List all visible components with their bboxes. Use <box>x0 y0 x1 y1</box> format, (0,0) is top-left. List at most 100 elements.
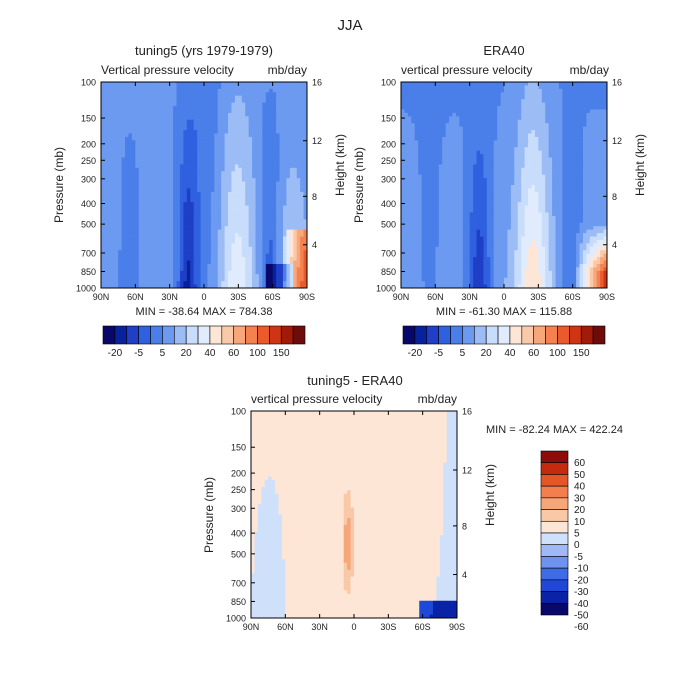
heatmap-cell <box>190 215 195 220</box>
heatmap-cell <box>300 174 305 179</box>
heatmap-cell <box>265 229 270 234</box>
heatmap-cell <box>279 209 284 213</box>
heatmap-cell <box>128 99 133 104</box>
heatmap-cell <box>217 112 222 117</box>
heatmap-cell <box>276 140 281 145</box>
heatmap-cell <box>479 140 484 145</box>
heatmap-cell <box>152 205 157 210</box>
heatmap-cell <box>558 88 563 93</box>
heatmap-cell <box>303 219 308 224</box>
heatmap-cell <box>214 130 219 134</box>
heatmap-cell <box>101 126 105 131</box>
heatmap-cell <box>190 85 195 90</box>
heatmap-cell <box>118 250 123 255</box>
heatmap-cell <box>269 222 274 227</box>
heatmap-cell <box>125 147 129 152</box>
heatmap-cell <box>303 119 308 124</box>
heatmap-cell <box>197 174 202 179</box>
heatmap-cell <box>262 150 267 155</box>
heatmap-cell <box>510 82 515 86</box>
heatmap-cell <box>252 250 256 255</box>
heatmap-cell <box>228 257 232 262</box>
heatmap-cell <box>431 130 436 134</box>
heatmap-cell <box>231 195 236 200</box>
heatmap-cell <box>521 119 526 124</box>
heatmap-cell <box>107 123 112 128</box>
heatmap-cell <box>252 236 256 241</box>
heatmap-cell <box>289 160 294 165</box>
heatmap-cell <box>289 140 294 145</box>
heatmap-cell <box>265 219 270 224</box>
heatmap-cell <box>166 253 171 258</box>
heatmap-cell <box>101 239 105 244</box>
heatmap-cell <box>214 284 219 289</box>
heatmap-cell <box>507 92 512 97</box>
heatmap-cell <box>114 99 119 104</box>
heatmap-cell <box>293 130 298 134</box>
heatmap-cell <box>111 130 116 134</box>
heatmap-cell <box>455 92 460 97</box>
heatmap-cell <box>303 236 308 241</box>
heatmap-cell <box>279 174 284 179</box>
heatmap-cell <box>272 263 277 268</box>
heatmap-cell <box>234 99 239 104</box>
heatmap-cell <box>234 270 239 275</box>
heatmap-cell <box>121 215 126 220</box>
heatmap-cell <box>204 171 208 176</box>
heatmap-cell <box>269 136 274 141</box>
heatmap-cell <box>303 102 308 107</box>
heatmap-cell <box>269 267 274 272</box>
heatmap-cell <box>459 109 464 114</box>
heatmap-cell <box>562 130 567 134</box>
heatmap-cell <box>245 116 250 121</box>
heatmap-cell <box>125 222 129 227</box>
heatmap-cell <box>241 257 246 262</box>
heatmap-cell <box>445 119 450 124</box>
colorbar-label: -20 <box>108 348 123 359</box>
heatmap-cell <box>111 198 116 203</box>
heatmap-cell <box>289 219 294 224</box>
heatmap-cell <box>125 195 129 200</box>
heatmap-cell <box>296 123 301 128</box>
heatmap-cell <box>221 160 226 165</box>
heatmap-cell <box>414 130 419 134</box>
heatmap-cell <box>221 267 226 272</box>
heatmap-cell <box>138 109 143 114</box>
heatmap-cell <box>135 140 140 145</box>
heatmap-cell <box>231 270 236 275</box>
heatmap-cell <box>145 243 150 248</box>
heatmap-cell <box>552 106 556 110</box>
heatmap-cell <box>258 198 263 203</box>
heatmap-cell <box>145 109 150 114</box>
heatmap-cell <box>217 92 222 97</box>
heatmap-cell <box>524 102 529 107</box>
heatmap-cell <box>214 181 219 186</box>
heatmap-cell <box>152 260 157 265</box>
heatmap-cell <box>149 136 153 141</box>
heatmap-cell <box>166 102 171 107</box>
heatmap-cell <box>248 136 253 141</box>
heatmap-cell <box>104 160 109 165</box>
heatmap-cell <box>245 281 250 286</box>
heatmap-cell <box>479 112 484 117</box>
heatmap-cell <box>241 119 246 124</box>
heatmap-cell <box>101 260 105 265</box>
heatmap-cell <box>252 239 256 244</box>
heatmap-cell <box>473 92 478 97</box>
heatmap-cell <box>121 267 126 272</box>
heatmap-cell <box>582 106 587 110</box>
heatmap-cell <box>445 143 450 148</box>
heatmap-cell <box>217 164 222 169</box>
heatmap-cell <box>483 92 488 97</box>
heatmap-cell <box>173 140 178 145</box>
heatmap-cell <box>289 277 294 282</box>
heatmap-cell <box>135 253 140 258</box>
heatmap-cell <box>135 92 140 97</box>
heatmap-cell <box>135 188 140 193</box>
heatmap-cell <box>303 147 308 152</box>
heatmap-cell <box>462 130 467 134</box>
heatmap-cell <box>173 130 178 134</box>
heatmap-cell <box>286 92 291 97</box>
heatmap-cell <box>238 102 243 107</box>
heatmap-cell <box>169 112 174 117</box>
